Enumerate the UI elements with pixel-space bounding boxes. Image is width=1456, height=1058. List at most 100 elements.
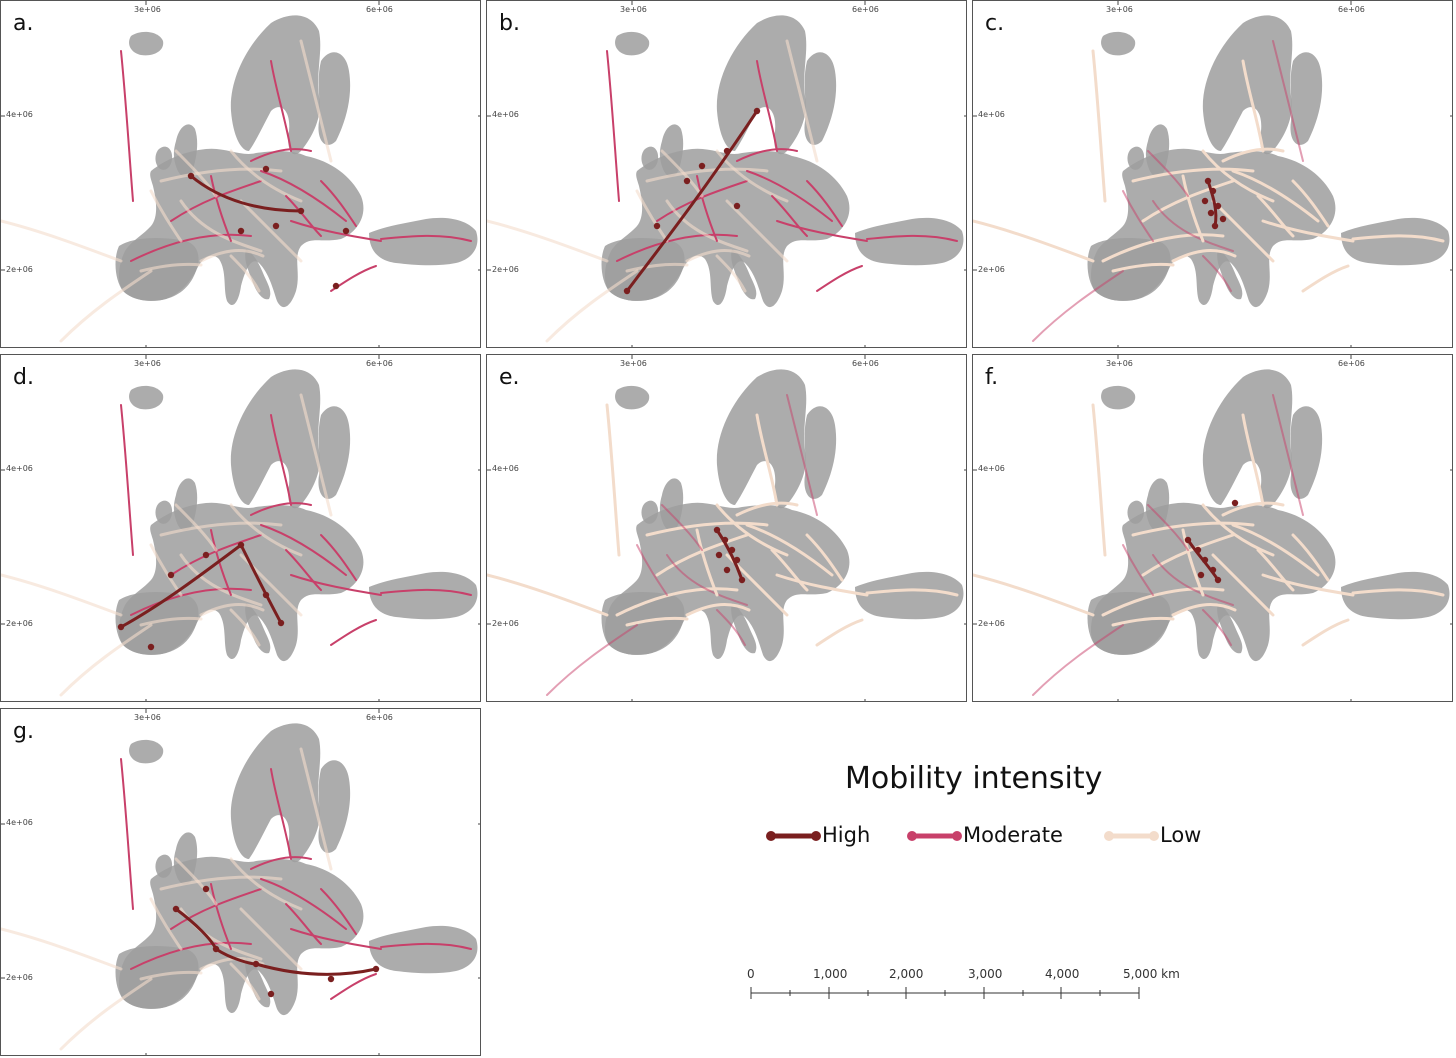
mobility-route-low [229,149,303,203]
high-intensity-node [332,282,340,290]
mobility-route-low [1,573,123,617]
high-intensity-node [733,202,741,210]
mobility-route-moderate [1202,609,1232,646]
mobility-route-moderate [330,973,377,1000]
land-shape [1290,52,1323,145]
mobility-route-low [1351,234,1445,243]
high-intensity-node [202,551,210,559]
mobility-route-low [1301,264,1350,293]
high-intensity-node [1204,177,1212,185]
map-panel-d: d. 3e+06 6e+06 4e+06 2e+06 [0,354,481,702]
land-shape [1290,406,1323,499]
y-tick-label: 2e+06 [6,265,33,274]
mobility-route-low [1241,413,1265,507]
land-shape [1101,31,1136,56]
mobility-route-low [239,553,303,617]
high-intensity-node [1209,566,1217,574]
legend-swatch-low [1104,831,1159,841]
y-tick-label: 2e+06 [6,619,33,628]
mobility-route-moderate [380,234,472,242]
mobility-route-low [1291,179,1330,228]
mobility-route-low [1256,194,1295,238]
mobility-route-moderate [606,50,620,202]
y-tick-label: 4e+06 [978,464,1005,473]
land-shape [173,124,198,177]
mobility-route-low [973,219,1095,263]
y-tick-label: 4e+06 [6,110,33,119]
high-intensity-node [623,287,631,295]
mobility-route-moderate [130,941,252,970]
high-intensity-node [723,566,731,574]
scale-label: 5,000 km [1123,967,1180,981]
mobility-route-low [865,588,959,597]
scale-bar-graphic [750,987,1140,999]
mobility-route-moderate [330,619,377,646]
mobility-route-high [189,174,303,213]
high-intensity-node [262,591,270,599]
mobility-route-low [625,262,689,273]
land-shape [1127,146,1145,170]
mobility-route-moderate [716,609,746,646]
mobility-route-high [174,907,378,976]
mobility-route-low [1231,523,1320,577]
y-tick-label: 4e+06 [978,110,1005,119]
mobility-route-moderate [746,170,833,222]
mobility-route-low [1181,174,1205,243]
mobility-route-low [1291,533,1330,582]
high-intensity-node [172,905,180,913]
high-intensity-node [267,990,275,998]
mobility-route-moderate [1147,150,1189,197]
high-intensity-node [683,177,691,185]
land-shape [804,52,837,145]
panel-letter: a. [13,11,34,36]
land-shape [369,217,478,266]
mobility-route-moderate [270,414,292,506]
mobility-route-low [545,269,639,343]
mobility-route-low [139,970,203,981]
map-svg [487,355,966,701]
mobility-route-low [199,249,265,263]
mobility-route-moderate [1122,544,1154,596]
mobility-route-low [239,907,303,971]
high-intensity-node [1219,215,1227,223]
high-intensity-node [698,162,706,170]
high-intensity-node [262,165,270,173]
mobility-route-moderate [130,587,252,616]
x-tick-label: 6e+06 [852,5,879,14]
legend-label: High [822,823,871,847]
panel-letter: d. [13,365,34,390]
land-shape [115,946,199,1009]
x-tick-label: 3e+06 [134,713,161,722]
high-intensity-node [1231,499,1239,507]
mobility-route-low [59,269,153,343]
y-tick-label: 2e+06 [492,619,519,628]
mobility-route-low [775,573,869,597]
land-shape [369,925,478,974]
mobility-route-low [615,587,739,617]
x-tick-label: 3e+06 [1106,359,1133,368]
map-svg [973,355,1452,701]
mobility-route-moderate [1202,255,1232,292]
mobility-route-low [625,616,689,627]
mobility-route-low [149,189,183,243]
mobility-route-low [299,747,333,871]
mobility-route-moderate [120,50,134,202]
panel-letter: c. [985,11,1005,36]
mobility-route-moderate [285,195,322,237]
mobility-route-low [1171,249,1237,263]
map-svg [487,1,966,347]
high-intensity-node [723,147,731,155]
land-shape [1217,249,1243,300]
map-svg [1,355,480,701]
map-panel-g: g. 3e+06 6e+06 4e+06 2e+06 [0,708,481,1056]
land-shape [1101,385,1136,410]
high-intensity-node [753,107,761,115]
mobility-route-moderate [1272,394,1304,516]
mobility-route-moderate [1152,200,1234,252]
mobility-route-low [179,553,263,607]
land-shape [659,478,684,531]
land-shape [155,146,173,170]
high-intensity-node [1207,209,1215,217]
land-shape [155,500,173,524]
high-intensity-node [1201,556,1209,564]
